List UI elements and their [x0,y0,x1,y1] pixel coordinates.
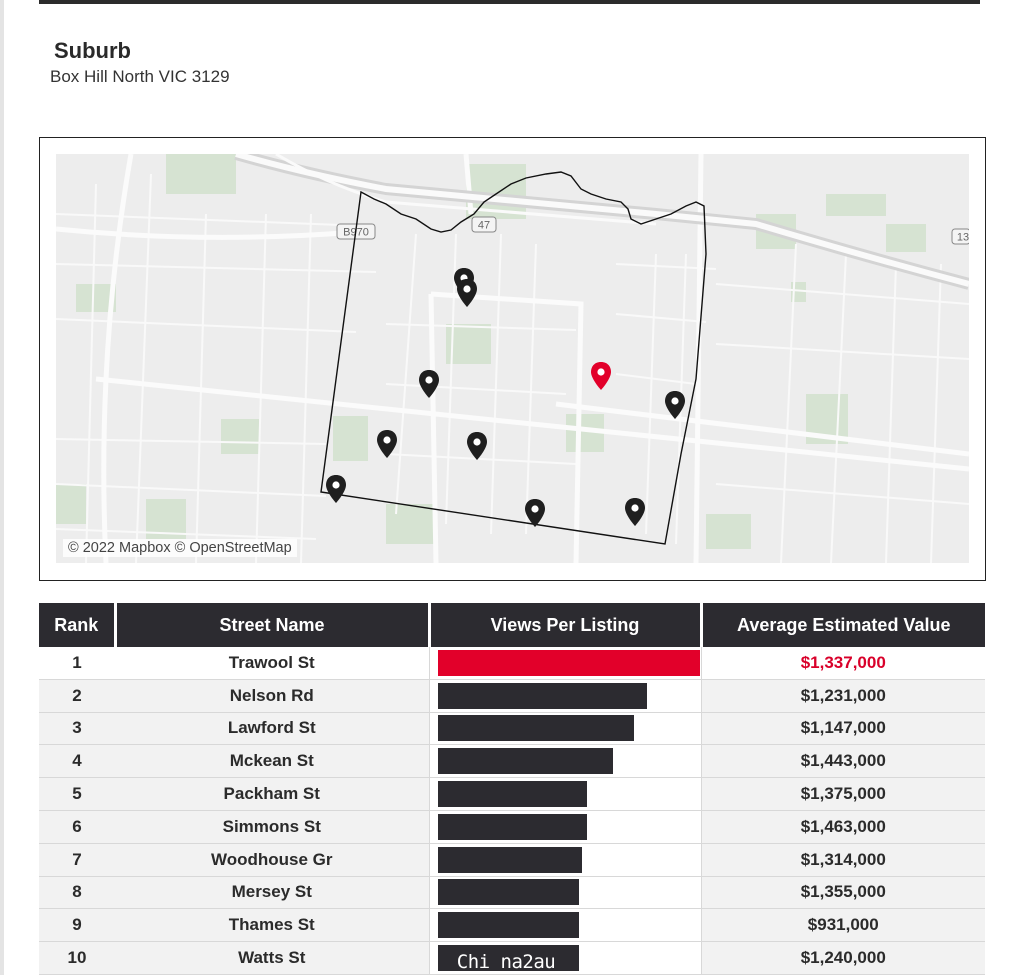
rank-cell: 4 [39,744,115,779]
suburb-map[interactable]: B970 47 13 © 2022 Mapbox [56,154,969,563]
street-name-cell: Mersey St [115,876,429,910]
views-bar [437,781,587,808]
estimated-value-cell: $1,231,000 [701,679,985,713]
street-name-cell: Thames St [115,908,429,943]
street-name-cell: Lawford St [115,712,429,746]
views-bar [437,879,579,906]
views-bar [437,748,614,775]
header-average-estimated-value: Average Estimated Value [699,603,985,647]
table-row: 5 Packham St $1,375,000 [39,777,985,811]
map-markers [326,268,685,527]
table-row: 2 Nelson Rd $1,231,000 [39,679,985,713]
estimated-value-cell: $1,375,000 [701,777,985,811]
section-title: Suburb [54,38,131,63]
views-bar [437,813,587,840]
rank-cell: 1 [39,647,115,680]
views-bar [437,649,700,676]
map-canvas: B970 47 13 [56,154,969,563]
map-pin-icon-selected [591,362,611,390]
map-pin-icon [326,475,346,503]
views-cell [428,679,702,713]
table-row: 3 Lawford St $1,147,000 [39,712,985,746]
estimated-value-cell: $1,337,000 [701,647,985,680]
suburb-boundary [320,171,707,545]
table-row: 6 Simmons St $1,463,000 [39,810,985,844]
map-attribution[interactable]: © 2022 Mapbox © OpenStreetMap [63,539,297,557]
rank-cell: 6 [39,810,115,844]
views-cell [428,777,702,811]
views-bar [437,846,582,873]
views-bar [437,945,579,972]
map-minor-streets [56,173,969,563]
map-pin-icon [625,498,645,526]
map-parks [56,154,926,549]
map-pin-icon [467,432,487,460]
views-cell [428,744,702,779]
top-divider [39,0,980,4]
street-name-cell: Packham St [115,777,429,811]
views-cell [428,843,702,877]
page-left-edge [0,0,4,975]
rank-cell: 5 [39,777,115,811]
table-row: 10 Watts St $1,240,000 [39,941,985,975]
street-name-cell: Trawool St [115,647,429,680]
street-name-cell: Simmons St [115,810,429,844]
estimated-value-cell: $1,147,000 [701,712,985,746]
views-bar [437,715,634,742]
map-pin-icon [457,279,477,307]
street-ranking-table: Rank Street Name Views Per Listing Avera… [39,603,985,975]
rank-cell: 8 [39,876,115,910]
views-cell [428,908,702,943]
header-rank: Rank [39,603,115,647]
street-name-cell: Woodhouse Gr [115,843,429,877]
views-cell [428,712,702,746]
views-bar [437,912,579,939]
views-cell [428,876,702,910]
estimated-value-cell: $1,443,000 [701,744,985,779]
rank-cell: 3 [39,712,115,746]
views-cell [428,647,702,680]
table-row: 8 Mersey St $1,355,000 [39,876,985,910]
rank-cell: 10 [39,941,115,975]
street-name-cell: Watts St [115,941,429,975]
road-shield-13: 13 [957,232,969,244]
estimated-value-cell: $931,000 [701,908,985,943]
views-cell [428,941,702,975]
map-frame: B970 47 13 © 2022 Mapbox [39,137,986,581]
estimated-value-cell: $1,355,000 [701,876,985,910]
map-pin-icon [525,499,545,527]
header-views-per-listing: Views Per Listing [427,603,701,647]
table-row: 1 Trawool St $1,337,000 [39,647,985,680]
road-shield-47: 47 [478,220,490,232]
map-freeway [234,154,969,290]
views-bar [437,682,648,709]
map-road-shields: B970 47 13 [336,216,969,245]
rank-cell: 2 [39,679,115,713]
estimated-value-cell: $1,314,000 [701,843,985,877]
table-row: 4 Mckean St $1,443,000 [39,744,985,779]
rank-cell: 9 [39,908,115,943]
street-name-cell: Nelson Rd [115,679,429,713]
rank-cell: 7 [39,843,115,877]
table-row: 7 Woodhouse Gr $1,314,000 [39,843,985,877]
table-row: 9 Thames St $931,000 [39,908,985,943]
map-pin-icon [665,391,685,419]
map-pin-icon [377,430,397,458]
street-name-cell: Mckean St [115,744,429,779]
estimated-value-cell: $1,463,000 [701,810,985,844]
views-cell [428,810,702,844]
table-header-row: Rank Street Name Views Per Listing Avera… [39,603,985,647]
header-street-name: Street Name [113,603,429,647]
estimated-value-cell: $1,240,000 [701,941,985,975]
map-pin-icon [419,370,439,398]
suburb-name: Box Hill North VIC 3129 [50,67,230,86]
